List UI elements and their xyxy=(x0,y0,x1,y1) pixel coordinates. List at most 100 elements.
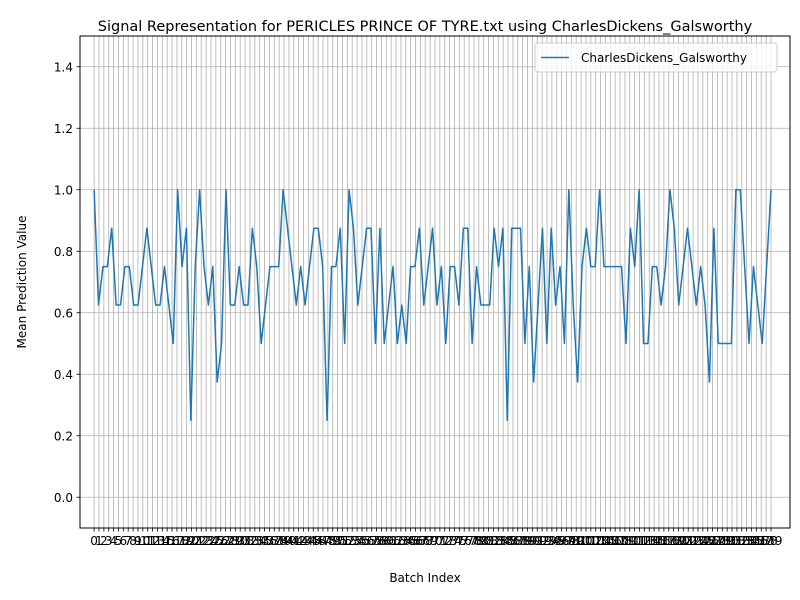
x-tick-label: 136 xyxy=(745,534,768,548)
x-tick-label: 20 xyxy=(184,534,199,548)
x-tick-label: 106 xyxy=(599,534,622,548)
x-axis-label: Batch Index xyxy=(389,571,460,585)
x-tick-label: 73 xyxy=(442,534,457,548)
x-tick-label: 62 xyxy=(388,534,403,548)
x-tick-label: 8 xyxy=(129,534,137,548)
x-tick-label: 87 xyxy=(510,534,525,548)
x-tick-label: 90 xyxy=(525,534,540,548)
x-tick-label: 124 xyxy=(687,534,710,548)
x-tick-label: 109 xyxy=(613,534,636,548)
x-tick-label: 54 xyxy=(349,534,364,548)
x-tick-label: 137 xyxy=(750,534,773,548)
x-tick-label: 95 xyxy=(549,534,564,548)
x-tick-label: 71 xyxy=(432,534,447,548)
x-tick-label: 80 xyxy=(476,534,491,548)
x-tick-label: 129 xyxy=(711,534,734,548)
x-tick-label: 130 xyxy=(716,534,739,548)
x-tick-label: 120 xyxy=(667,534,690,548)
x-tick-label: 11 xyxy=(140,534,155,548)
x-tick-label: 41 xyxy=(286,534,301,548)
x-tick-label: 82 xyxy=(486,534,501,548)
x-tick-label: 86 xyxy=(505,534,520,548)
x-tick-label: 96 xyxy=(554,534,569,548)
x-tick-label: 6 xyxy=(120,534,128,548)
x-tick-label: 128 xyxy=(706,534,729,548)
x-tick-label: 37 xyxy=(267,534,282,548)
x-tick-label: 4 xyxy=(110,534,118,548)
x-tick-label: 14 xyxy=(155,534,170,548)
y-axis-label: Mean Prediction Value xyxy=(15,216,29,349)
x-tick-label: 107 xyxy=(604,534,627,548)
x-tick-label: 40 xyxy=(281,534,296,548)
x-tick-label: 118 xyxy=(657,534,680,548)
x-tick-label: 56 xyxy=(359,534,374,548)
x-tick-label: 103 xyxy=(584,534,607,548)
x-tick-label: 34 xyxy=(252,534,267,548)
legend-box xyxy=(534,42,778,73)
x-tick-label: 3 xyxy=(105,534,113,548)
x-tick-label: 32 xyxy=(242,534,257,548)
grid xyxy=(80,36,790,528)
x-tick-label: 102 xyxy=(579,534,602,548)
y-tick-label: 0.8 xyxy=(54,245,73,259)
x-tick-label: 65 xyxy=(403,534,418,548)
x-tick-label: 113 xyxy=(633,534,656,548)
x-tick-label: 22 xyxy=(194,534,209,548)
x-tick-label: 115 xyxy=(643,534,666,548)
x-tick-label: 0 xyxy=(90,534,98,548)
x-tick-label: 126 xyxy=(696,534,719,548)
x-tick-label: 43 xyxy=(296,534,311,548)
x-tick-label: 114 xyxy=(638,534,661,548)
x-tick-label: 110 xyxy=(618,534,641,548)
x-tick-label: 69 xyxy=(422,534,437,548)
x-tick-label: 38 xyxy=(272,534,287,548)
x-tick-label: 30 xyxy=(233,534,248,548)
x-tick-label: 131 xyxy=(721,534,744,548)
x-tick-label: 79 xyxy=(471,534,486,548)
x-tick-label: 117 xyxy=(652,534,675,548)
x-tick-label: 84 xyxy=(496,534,511,548)
x-tick-label: 72 xyxy=(437,534,452,548)
x-tick-label: 44 xyxy=(301,534,316,548)
x-tick-label: 91 xyxy=(530,534,545,548)
x-tick-label: 55 xyxy=(354,534,369,548)
x-tick-label: 78 xyxy=(466,534,481,548)
x-tick-label: 135 xyxy=(740,534,763,548)
x-tick-label: 89 xyxy=(520,534,535,548)
x-axis: 0123456789101112131415161718192021222324… xyxy=(90,528,782,548)
x-tick-label: 108 xyxy=(609,534,632,548)
x-tick-label: 51 xyxy=(335,534,350,548)
y-tick-label: 1.2 xyxy=(54,122,73,136)
legend-label: CharlesDickens_Galsworthy xyxy=(581,51,747,65)
x-tick-label: 36 xyxy=(262,534,277,548)
x-tick-label: 46 xyxy=(310,534,325,548)
x-tick-label: 12 xyxy=(145,534,160,548)
x-tick-label: 9 xyxy=(134,534,142,548)
x-tick-label: 138 xyxy=(755,534,778,548)
x-tick-label: 16 xyxy=(164,534,179,548)
x-tick-label: 31 xyxy=(237,534,252,548)
y-tick-label: 1.0 xyxy=(54,183,73,197)
x-tick-label: 97 xyxy=(559,534,574,548)
legend: CharlesDickens_Galsworthy xyxy=(534,42,778,73)
x-tick-label: 68 xyxy=(418,534,433,548)
x-tick-label: 58 xyxy=(369,534,384,548)
x-tick-label: 132 xyxy=(725,534,748,548)
x-tick-label: 105 xyxy=(594,534,617,548)
x-tick-label: 23 xyxy=(198,534,213,548)
x-tick-label: 98 xyxy=(564,534,579,548)
x-tick-label: 74 xyxy=(447,534,462,548)
x-tick-label: 92 xyxy=(534,534,549,548)
y-tick-label: 0.4 xyxy=(54,368,73,382)
x-tick-label: 101 xyxy=(575,534,598,548)
x-tick-label: 10 xyxy=(135,534,150,548)
x-tick-label: 70 xyxy=(427,534,442,548)
y-axis: 0.0 0.2 0.4 0.6 0.8 1.0 1.2 1.4 xyxy=(54,60,80,505)
x-tick-label: 139 xyxy=(760,534,783,548)
x-tick-label: 61 xyxy=(384,534,399,548)
x-tick-label: 29 xyxy=(228,534,243,548)
x-tick-label: 94 xyxy=(544,534,559,548)
x-tick-label: 134 xyxy=(735,534,758,548)
x-tick-label: 21 xyxy=(189,534,204,548)
y-tick-label: 0.0 xyxy=(54,491,73,505)
